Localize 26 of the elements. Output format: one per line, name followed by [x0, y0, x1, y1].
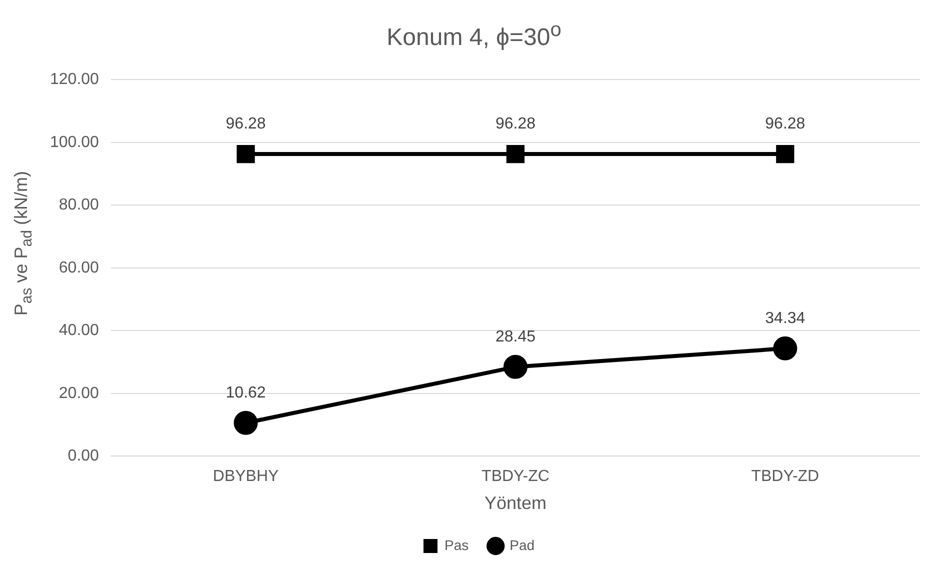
- y-tick-label: 0.00: [68, 448, 100, 465]
- legend-label: Pas: [444, 536, 469, 553]
- y-tick-label: 80.00: [58, 196, 100, 214]
- y-tick-label: 40.00: [58, 322, 100, 340]
- x-tick-label: TBDY-ZD: [751, 468, 820, 486]
- point: [506, 144, 525, 164]
- y-tick-label: 100.00: [50, 134, 100, 151]
- point: [234, 410, 258, 435]
- point: [773, 336, 798, 360]
- legend-label: Pad: [510, 536, 535, 553]
- data-label: 34.34: [765, 310, 806, 327]
- data-label: 96.28: [765, 115, 806, 132]
- x-tick-label: DBYBHY: [212, 468, 280, 486]
- data-label: 96.28: [495, 115, 536, 132]
- data-label: 96.28: [226, 115, 266, 132]
- y-tick-label: 20.00: [58, 384, 100, 402]
- x-tick-label: TBDY-ZC: [482, 468, 550, 486]
- data-label: 10.62: [226, 384, 266, 402]
- y-tick-label: 120.00: [50, 71, 100, 88]
- chart-title: Konum 4, ϕ=30$^{o}$: [386, 18, 562, 53]
- point: [503, 354, 528, 379]
- point: [776, 144, 794, 164]
- point: [236, 144, 255, 164]
- data-label: 28.45: [495, 328, 536, 346]
- y-tick-label: 60.00: [58, 259, 100, 276]
- x-axis-title: Yöntem: [484, 493, 546, 514]
